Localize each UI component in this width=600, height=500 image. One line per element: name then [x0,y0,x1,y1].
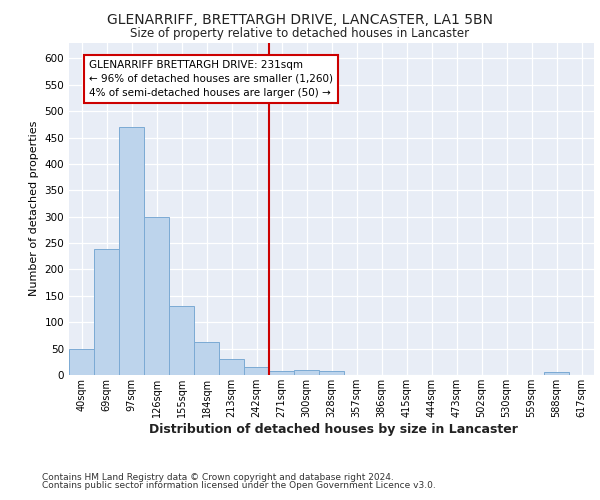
Text: GLENARRIFF BRETTARGH DRIVE: 231sqm
← 96% of detached houses are smaller (1,260)
: GLENARRIFF BRETTARGH DRIVE: 231sqm ← 96%… [89,60,333,98]
Bar [119,127,144,375]
Bar [544,372,569,375]
Bar [294,370,319,375]
Bar [169,306,194,375]
Text: Size of property relative to detached houses in Lancaster: Size of property relative to detached ho… [130,28,470,40]
Text: Distribution of detached houses by size in Lancaster: Distribution of detached houses by size … [149,422,517,436]
Bar [194,342,219,375]
Bar [94,250,119,375]
Bar [69,348,94,375]
Text: Contains HM Land Registry data © Crown copyright and database right 2024.: Contains HM Land Registry data © Crown c… [42,472,394,482]
Bar [244,367,269,375]
Bar [269,371,294,375]
Text: Contains public sector information licensed under the Open Government Licence v3: Contains public sector information licen… [42,482,436,490]
Bar [319,371,344,375]
Bar [219,359,244,375]
Y-axis label: Number of detached properties: Number of detached properties [29,121,39,296]
Bar [144,216,169,375]
Text: GLENARRIFF, BRETTARGH DRIVE, LANCASTER, LA1 5BN: GLENARRIFF, BRETTARGH DRIVE, LANCASTER, … [107,12,493,26]
